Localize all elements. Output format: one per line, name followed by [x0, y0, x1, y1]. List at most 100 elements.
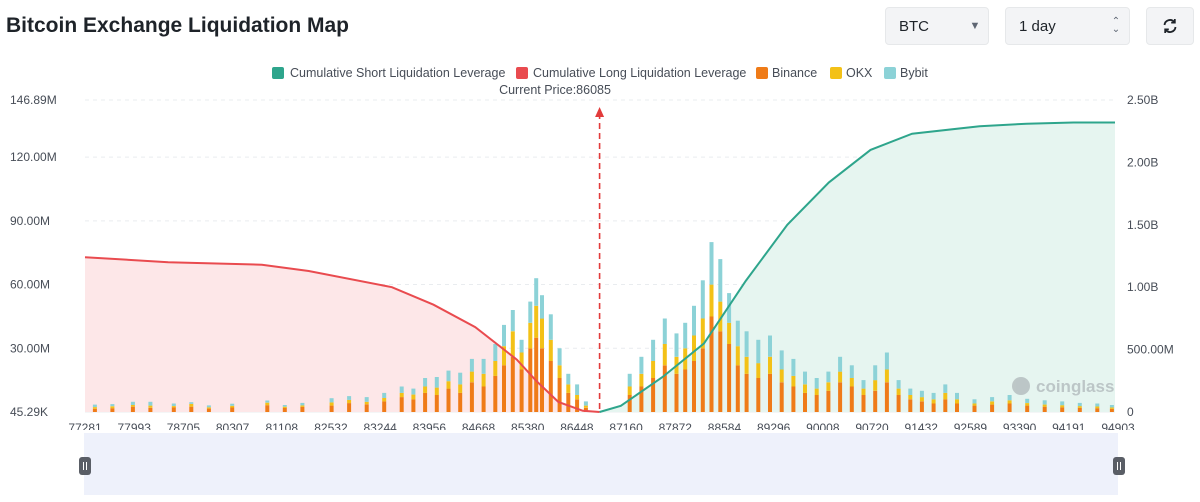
x-axis-tick: 94191	[1052, 421, 1086, 430]
bar-binance	[1060, 407, 1065, 412]
bar-okx	[931, 399, 936, 404]
bar-okx	[434, 387, 439, 395]
bar-bybit	[583, 401, 588, 406]
bar-binance	[528, 348, 533, 412]
bar-bybit	[282, 405, 287, 407]
bar-binance	[566, 392, 571, 412]
bar-binance	[768, 373, 772, 412]
bar-bybit	[779, 350, 784, 370]
bar-okx	[692, 335, 696, 361]
bar-okx	[171, 406, 176, 408]
bar-bybit	[735, 320, 740, 347]
legend-swatch-okx	[830, 67, 842, 79]
legend-item-short[interactable]: Cumulative Short Liquidation Leverage	[272, 66, 505, 80]
x-axis-tick: 90720	[855, 421, 889, 430]
bar-binance	[423, 392, 428, 412]
x-axis-tick: 87872	[659, 421, 693, 430]
bar-okx	[919, 397, 924, 402]
bar-binance	[575, 399, 580, 412]
bar-bybit	[171, 403, 176, 406]
legend-item-long[interactable]: Cumulative Long Liquidation Leverage	[516, 66, 746, 80]
x-axis-tick: 89296	[757, 421, 791, 430]
bar-bybit	[791, 358, 796, 376]
caret-down-icon: ▼	[969, 20, 981, 32]
zoom-handle-left[interactable]	[79, 457, 91, 475]
bar-okx	[756, 363, 761, 378]
legend-swatch-short	[272, 67, 284, 79]
x-axis-tick: 81108	[266, 421, 299, 430]
period-select[interactable]: 1 day ⌃ ⌄	[1005, 7, 1130, 45]
bar-okx	[1007, 400, 1012, 404]
legend-item-binance[interactable]: Binance	[756, 66, 817, 80]
right-axis-tick: 2.50B	[1127, 93, 1158, 107]
bar-bybit	[130, 401, 135, 405]
legend-label-bybit: Bybit	[900, 66, 928, 80]
current-price-label: Current Price:86085	[499, 83, 611, 97]
bar-bybit	[458, 372, 463, 385]
bar-binance	[583, 407, 588, 412]
bar-binance	[826, 390, 831, 412]
bar-binance	[446, 388, 451, 412]
bar-okx	[1077, 406, 1082, 408]
bar-bybit	[1077, 402, 1082, 407]
bar-binance	[399, 397, 404, 412]
right-axis-tick: 500.00M	[1127, 343, 1174, 357]
bar-bybit	[1025, 398, 1030, 403]
coin-select-value: BTC	[899, 17, 929, 35]
bar-okx	[791, 375, 796, 387]
short-cumulative-line	[599, 121, 1115, 413]
zoom-slider-track[interactable]	[84, 433, 1118, 495]
bar-binance	[744, 373, 749, 412]
bar-okx	[92, 407, 97, 409]
bar-okx	[502, 346, 506, 366]
bar-bybit	[718, 259, 723, 302]
bar-okx	[990, 401, 995, 405]
bar-okx	[110, 406, 115, 409]
bar-bybit	[919, 390, 924, 398]
bar-okx	[1060, 405, 1065, 408]
coin-select[interactable]: BTC ▼	[885, 7, 989, 45]
bar-okx	[528, 322, 533, 349]
bar-bybit	[838, 356, 843, 372]
bar-binance	[364, 404, 369, 412]
bar-binance	[1042, 406, 1047, 412]
zoom-handle-right[interactable]	[1113, 457, 1125, 475]
bar-okx	[469, 371, 474, 383]
bar-okx	[329, 402, 334, 406]
bar-okx	[510, 331, 515, 357]
current-price-marker	[595, 107, 605, 412]
bar-bybit	[575, 384, 580, 395]
bar-bybit	[557, 348, 562, 366]
bar-binance	[458, 392, 463, 412]
bar-bybit	[265, 400, 270, 403]
bar-okx	[230, 405, 235, 408]
refresh-button[interactable]	[1146, 7, 1194, 45]
bar-okx	[662, 344, 667, 366]
coinglass-logo-icon	[1012, 377, 1030, 395]
bar-okx	[493, 361, 498, 376]
bar-okx	[130, 405, 135, 407]
bar-binance	[849, 386, 854, 412]
bar-okx	[282, 406, 287, 408]
bar-binance	[735, 365, 740, 412]
bar-okx	[446, 381, 451, 389]
bar-binance	[861, 395, 866, 412]
bar-okx	[803, 384, 807, 393]
left-axis-tick: 146.89M	[10, 93, 57, 107]
period-select-value: 1 day	[1019, 17, 1056, 35]
long-cumulative-line	[84, 256, 600, 413]
left-axis-tick: 45.29K	[10, 405, 48, 419]
bar-binance	[943, 399, 948, 412]
legend-item-bybit[interactable]: Bybit	[884, 66, 928, 80]
bar-bybit	[709, 242, 714, 285]
bar-okx	[364, 401, 369, 405]
legend-item-okx[interactable]: OKX	[830, 66, 873, 80]
bar-bybit	[206, 405, 211, 408]
bar-okx	[779, 369, 784, 383]
bar-binance	[873, 390, 878, 412]
bar-okx	[908, 395, 913, 400]
bar-bybit	[662, 318, 667, 344]
bar-bybit	[300, 402, 305, 406]
bar-binance	[651, 378, 656, 412]
watermark-text: coinglass	[1036, 377, 1114, 396]
